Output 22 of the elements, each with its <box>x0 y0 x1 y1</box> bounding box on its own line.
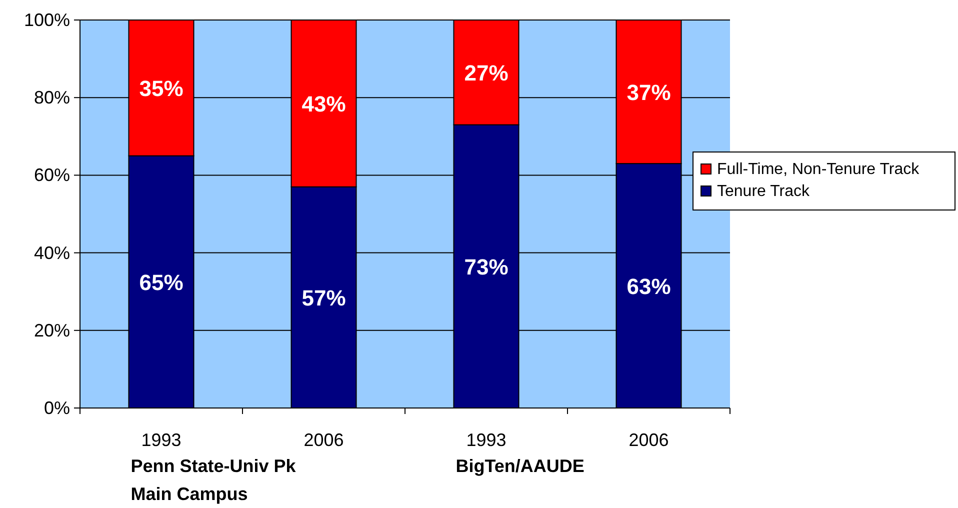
data-label: 37% <box>626 80 671 105</box>
data-label: 35% <box>139 76 184 101</box>
y-tick-label: 100% <box>24 10 70 30</box>
x-tick-label: 2006 <box>628 430 669 450</box>
data-label: 43% <box>302 91 346 116</box>
y-tick-label: 40% <box>34 242 70 263</box>
legend-label: Full-Time, Non-Tenure Track <box>717 161 920 178</box>
data-label: 57% <box>302 285 346 310</box>
y-tick-label: 0% <box>44 398 70 418</box>
data-label: 73% <box>464 254 508 280</box>
y-tick-label: 60% <box>34 165 70 186</box>
x-tick-label: 1993 <box>466 430 506 450</box>
data-label: 65% <box>139 270 184 295</box>
data-label: 27% <box>464 60 508 86</box>
text: Penn State-Univ Pk Main Campus <box>130 456 297 504</box>
x-tick-label: 2006 <box>304 430 344 450</box>
text: BigTen/AAUDE <box>456 456 584 476</box>
data-label: 63% <box>626 274 671 299</box>
y-tick-label: 20% <box>34 320 70 340</box>
y-tick-label: 80% <box>34 88 70 108</box>
legend-label: Tenure Track <box>717 183 810 200</box>
x-tick-label: 1993 <box>141 430 182 450</box>
